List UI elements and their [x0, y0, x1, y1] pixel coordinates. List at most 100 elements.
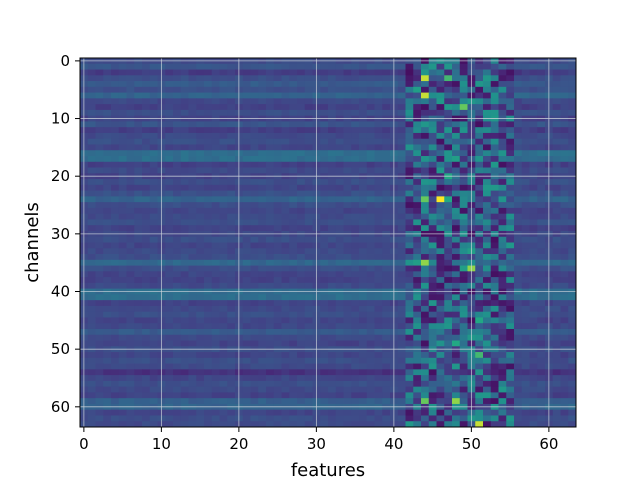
heatmap-cell	[204, 138, 213, 145]
heatmap-cell	[529, 190, 538, 197]
heatmap-cell	[560, 213, 569, 220]
heatmap-cell	[118, 98, 127, 105]
heatmap-cell	[289, 207, 298, 215]
heatmap-cell	[165, 127, 174, 134]
heatmap-cell	[118, 202, 127, 209]
heatmap-cell	[537, 190, 546, 197]
heatmap-cell	[537, 161, 546, 168]
heatmap-cell	[266, 248, 275, 255]
heatmap-cell	[118, 63, 127, 70]
heatmap-cell	[219, 167, 228, 174]
heatmap-cell	[142, 225, 151, 232]
heatmap-cell	[111, 184, 120, 192]
heatmap-cell	[490, 213, 499, 220]
heatmap-cell	[219, 196, 228, 203]
heatmap-cell	[521, 104, 530, 111]
heatmap-cell	[118, 156, 127, 163]
heatmap-cell	[359, 334, 368, 341]
heatmap-cell	[421, 334, 430, 341]
heatmap-cell	[514, 69, 523, 76]
heatmap-cell	[382, 254, 391, 261]
heatmap-cell	[196, 415, 205, 422]
heatmap-cell	[351, 104, 360, 111]
heatmap-cell	[521, 294, 530, 301]
heatmap-cell	[568, 225, 577, 232]
heatmap-cell	[498, 323, 507, 330]
heatmap-cell	[343, 127, 352, 134]
heatmap-cell	[366, 92, 375, 99]
heatmap-cell	[258, 109, 267, 117]
heatmap-cell	[266, 317, 275, 324]
heatmap-cell	[289, 421, 298, 428]
heatmap-cell	[227, 207, 236, 215]
heatmap-cell	[498, 357, 507, 364]
heatmap-cell	[436, 156, 445, 163]
heatmap-cell	[273, 421, 282, 428]
heatmap-cell	[281, 265, 290, 272]
heatmap-cell	[211, 127, 220, 134]
heatmap-cell	[142, 207, 151, 215]
heatmap-cell	[459, 375, 468, 382]
heatmap-cell	[351, 357, 360, 364]
heatmap-cell	[537, 357, 546, 364]
heatmap-cell	[227, 311, 236, 318]
heatmap-cell	[266, 98, 275, 105]
heatmap-cell	[359, 357, 368, 364]
heatmap-cell	[266, 190, 275, 197]
heatmap-cell	[126, 294, 135, 301]
heatmap-cell	[452, 75, 461, 82]
heatmap-cell	[289, 328, 298, 336]
heatmap-cell	[204, 69, 213, 76]
heatmap-cell	[366, 300, 375, 307]
heatmap-cell	[351, 161, 360, 168]
heatmap-cell	[118, 369, 127, 376]
heatmap-cell	[289, 317, 298, 324]
heatmap-cell	[366, 63, 375, 70]
heatmap-cell	[521, 328, 530, 336]
heatmap-cell	[227, 328, 236, 336]
heatmap-cell	[436, 213, 445, 220]
heatmap-cell	[568, 398, 577, 405]
heatmap-cell	[173, 392, 182, 399]
heatmap-cell	[405, 242, 414, 249]
heatmap-cell	[568, 190, 577, 197]
heatmap-cell	[552, 69, 561, 76]
heatmap-cell	[490, 225, 499, 232]
heatmap-cell	[413, 86, 422, 93]
heatmap-cell	[397, 150, 406, 157]
heatmap-cell	[273, 248, 282, 255]
heatmap-cell	[250, 121, 259, 128]
heatmap-cell	[444, 75, 453, 82]
heatmap-cell	[242, 98, 251, 105]
heatmap-cell	[196, 248, 205, 255]
heatmap-cell	[126, 254, 135, 261]
heatmap-cell	[568, 271, 577, 278]
heatmap-cell	[537, 317, 546, 324]
heatmap-cell	[250, 86, 259, 93]
heatmap-cell	[258, 213, 267, 220]
heatmap-cell	[242, 271, 251, 278]
heatmap-cell	[397, 305, 406, 313]
heatmap-cell	[382, 104, 391, 111]
heatmap-cell	[413, 363, 422, 370]
heatmap-cell	[351, 167, 360, 174]
heatmap-cell	[405, 236, 414, 243]
heatmap-cell	[134, 92, 143, 99]
heatmap-cell	[366, 392, 375, 399]
heatmap-cell	[297, 380, 306, 388]
heatmap-cell	[126, 300, 135, 307]
heatmap-cell	[428, 156, 437, 163]
heatmap-cell	[289, 340, 298, 347]
heatmap-cell	[506, 213, 515, 220]
heatmap-cell	[328, 259, 337, 266]
heatmap-cell	[428, 219, 437, 226]
heatmap-cell	[483, 127, 492, 134]
heatmap-cell	[281, 92, 290, 99]
heatmap-cell	[297, 213, 306, 220]
heatmap-cell	[328, 398, 337, 405]
heatmap-cell	[118, 323, 127, 330]
heatmap-cell	[134, 352, 143, 359]
heatmap-cell	[537, 98, 546, 105]
heatmap-cell	[421, 109, 430, 117]
heatmap-cell	[95, 265, 104, 272]
